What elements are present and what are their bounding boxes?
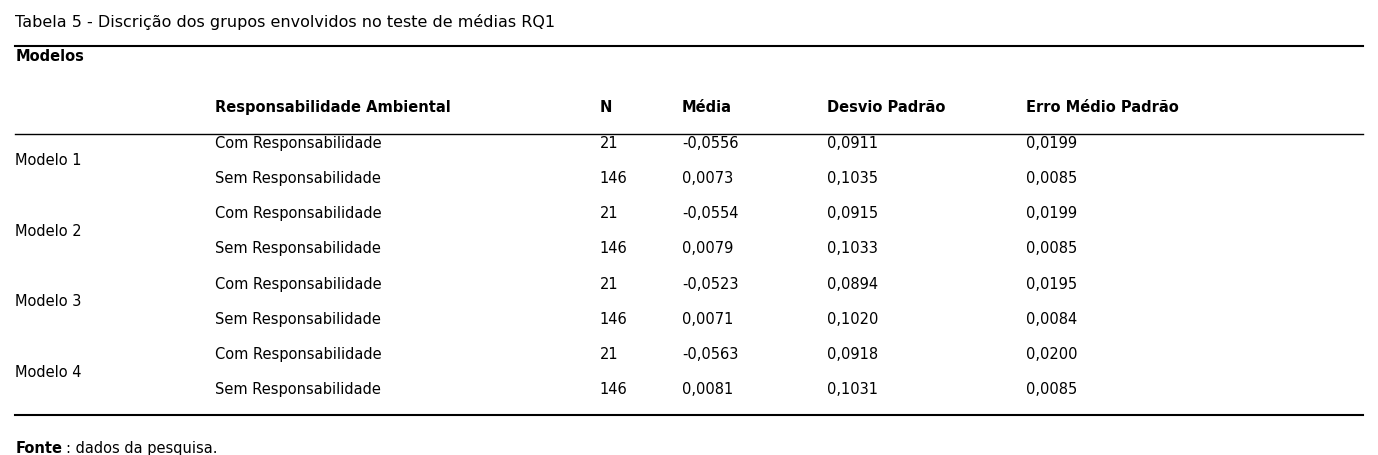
- Text: 0,0079: 0,0079: [682, 241, 733, 256]
- Text: 0,1020: 0,1020: [827, 311, 878, 326]
- Text: Modelo 1: Modelo 1: [15, 153, 81, 168]
- Text: Modelo 2: Modelo 2: [15, 223, 81, 238]
- Text: Desvio Padrão: Desvio Padrão: [827, 100, 945, 115]
- Text: Com Responsabilidade: Com Responsabilidade: [215, 206, 382, 221]
- Text: Fonte: Fonte: [15, 440, 62, 455]
- Text: 0,0915: 0,0915: [827, 206, 878, 221]
- Text: -0,0523: -0,0523: [682, 276, 739, 291]
- Text: 0,0199: 0,0199: [1027, 206, 1078, 221]
- Text: Tabela 5 - Discrição dos grupos envolvidos no teste de médias RQ1: Tabela 5 - Discrição dos grupos envolvid…: [15, 14, 555, 30]
- Text: Com Responsabilidade: Com Responsabilidade: [215, 136, 382, 151]
- Text: 0,1033: 0,1033: [827, 241, 878, 256]
- Text: 21: 21: [599, 276, 619, 291]
- Text: Erro Médio Padrão: Erro Médio Padrão: [1027, 100, 1178, 115]
- Text: 21: 21: [599, 136, 619, 151]
- Text: 21: 21: [599, 346, 619, 361]
- Text: 0,0199: 0,0199: [1027, 136, 1078, 151]
- Text: Modelo 3: Modelo 3: [15, 293, 81, 308]
- Text: 0,0081: 0,0081: [682, 382, 733, 397]
- Text: 0,0918: 0,0918: [827, 346, 878, 361]
- Text: 146: 146: [599, 171, 627, 186]
- Text: Responsabilidade Ambiental: Responsabilidade Ambiental: [215, 100, 451, 115]
- Text: 146: 146: [599, 311, 627, 326]
- Text: 0,0073: 0,0073: [682, 171, 733, 186]
- Text: 0,0195: 0,0195: [1027, 276, 1078, 291]
- Text: Modelos: Modelos: [15, 49, 84, 64]
- Text: -0,0563: -0,0563: [682, 346, 739, 361]
- Text: 146: 146: [599, 241, 627, 256]
- Text: 0,0085: 0,0085: [1027, 171, 1078, 186]
- Text: Sem Responsabilidade: Sem Responsabilidade: [215, 241, 380, 256]
- Text: 0,0894: 0,0894: [827, 276, 878, 291]
- Text: 0,0085: 0,0085: [1027, 241, 1078, 256]
- Text: Com Responsabilidade: Com Responsabilidade: [215, 346, 382, 361]
- Text: 0,0200: 0,0200: [1027, 346, 1078, 361]
- Text: 0,0084: 0,0084: [1027, 311, 1078, 326]
- Text: Sem Responsabilidade: Sem Responsabilidade: [215, 311, 380, 326]
- Text: 0,0911: 0,0911: [827, 136, 878, 151]
- Text: 0,0071: 0,0071: [682, 311, 733, 326]
- Text: : dados da pesquisa.: : dados da pesquisa.: [66, 440, 218, 455]
- Text: -0,0554: -0,0554: [682, 206, 739, 221]
- Text: Média: Média: [682, 100, 732, 115]
- Text: Com Responsabilidade: Com Responsabilidade: [215, 276, 382, 291]
- Text: 21: 21: [599, 206, 619, 221]
- Text: Sem Responsabilidade: Sem Responsabilidade: [215, 382, 380, 397]
- Text: N: N: [599, 100, 612, 115]
- Text: -0,0556: -0,0556: [682, 136, 739, 151]
- Text: 0,0085: 0,0085: [1027, 382, 1078, 397]
- Text: 0,1031: 0,1031: [827, 382, 878, 397]
- Text: Modelo 4: Modelo 4: [15, 364, 81, 379]
- Text: 0,1035: 0,1035: [827, 171, 878, 186]
- Text: Sem Responsabilidade: Sem Responsabilidade: [215, 171, 380, 186]
- Text: 146: 146: [599, 382, 627, 397]
